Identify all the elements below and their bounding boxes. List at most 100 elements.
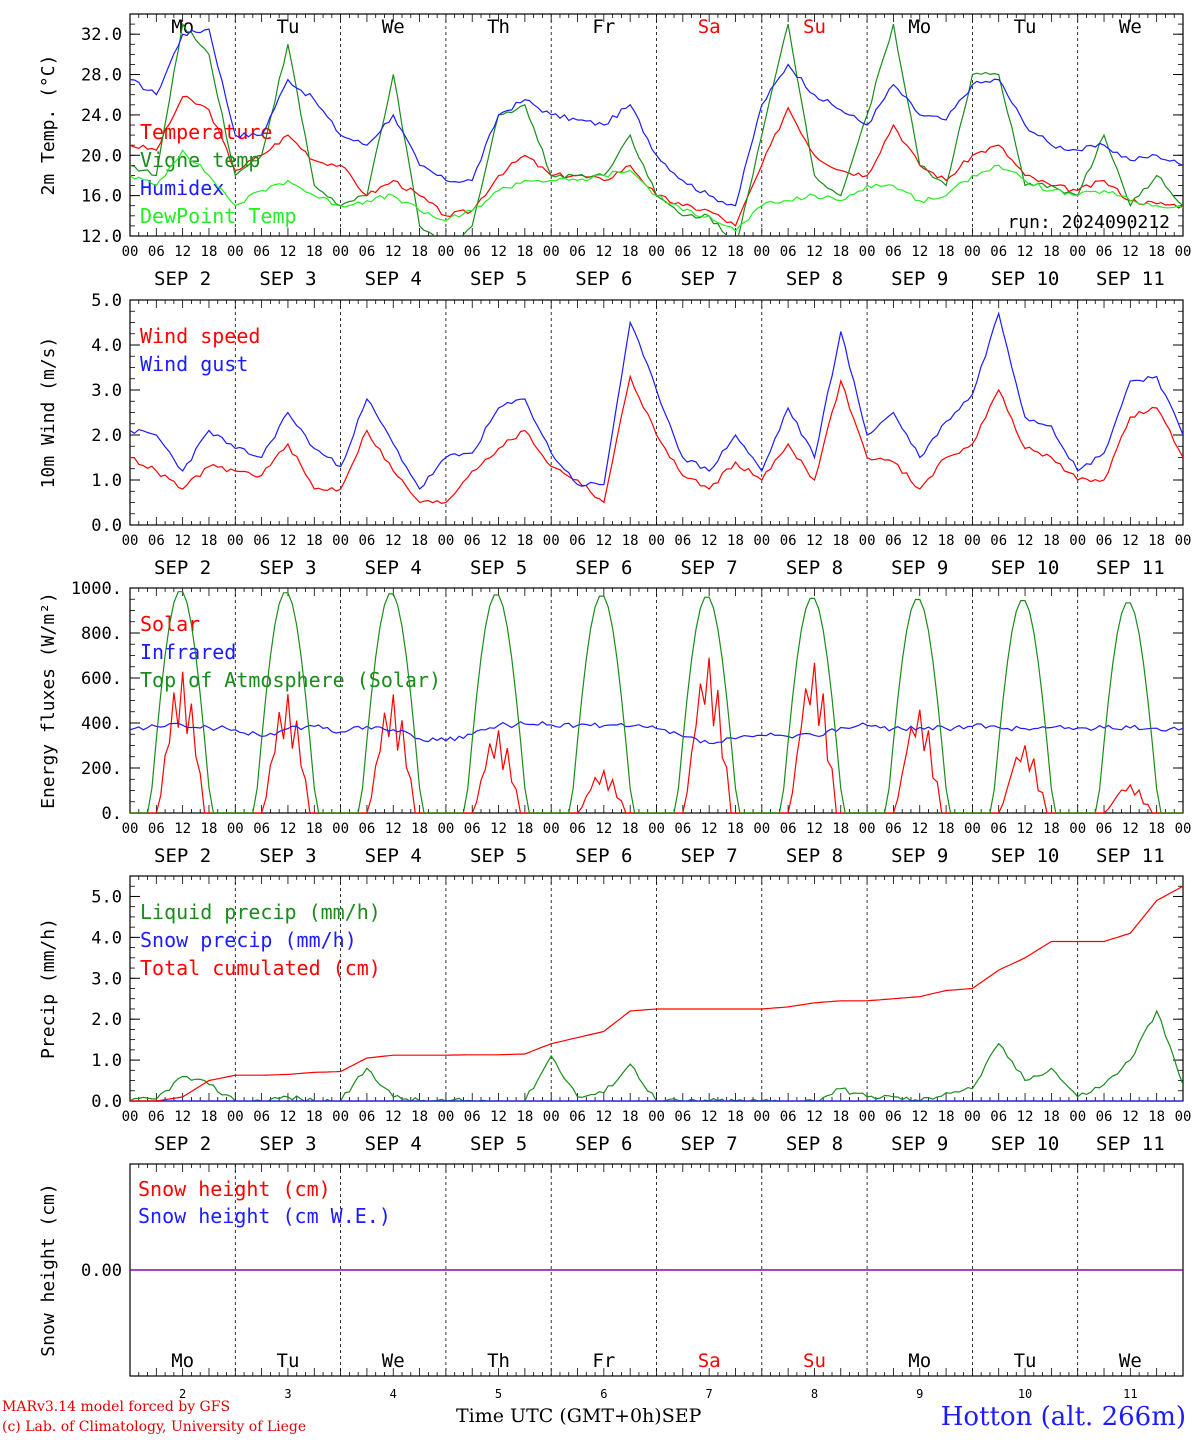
y-tick-label: 0.0: [91, 1092, 122, 1112]
hour-tick-label: 06: [1096, 244, 1113, 260]
hour-tick-label: 06: [148, 1109, 165, 1125]
time-axis-label: Time UTC (GMT+0h)SEP: [456, 1405, 701, 1427]
date-label: SEP 2: [154, 1133, 211, 1155]
hour-tick-label: 12: [280, 1109, 297, 1125]
legend-entry: Snow height (cm): [138, 1177, 331, 1201]
date-label: SEP 4: [365, 268, 422, 290]
date-label: SEP 9: [891, 1133, 948, 1155]
date-label: SEP 4: [365, 845, 422, 867]
series-line: [130, 657, 1183, 813]
hour-tick-label: 00: [1069, 533, 1086, 549]
hour-tick-label: 18: [201, 244, 218, 260]
day-number-label: 10: [1018, 1387, 1032, 1400]
date-label: SEP 5: [470, 1133, 527, 1155]
weekday-label: Tu: [277, 1350, 300, 1372]
hour-tick-label: 00: [122, 533, 139, 549]
legend-entry: Total cumulated (cm): [140, 956, 381, 980]
hour-tick-label: 06: [358, 821, 375, 837]
date-label: SEP 10: [991, 268, 1060, 290]
hour-tick-label: 06: [569, 1109, 586, 1125]
hour-tick-label: 18: [306, 533, 323, 549]
month-label: SEP: [661, 1405, 702, 1427]
date-label: SEP 9: [891, 557, 948, 579]
hour-tick-label: 18: [201, 821, 218, 837]
hour-tick-label: 06: [569, 821, 586, 837]
meteogram-svg: 12.016.020.024.028.032.02m Temp. (°C)00 0…: [38, 13, 1192, 1401]
date-label: SEP 8: [786, 1133, 843, 1155]
hour-tick-label: 00: [332, 533, 349, 549]
hour-tick-label: 18: [306, 244, 323, 260]
y-axis-label: Snow height (cm): [38, 1183, 59, 1356]
hour-tick-label: 18: [516, 533, 533, 549]
hour-tick-label: 18: [938, 1109, 955, 1125]
day-number-label: 4: [390, 1387, 397, 1400]
date-label: SEP 2: [154, 268, 211, 290]
hour-tick-label: 00: [332, 821, 349, 837]
y-tick-label: 16.0: [81, 187, 122, 207]
hour-tick-label: 06: [1096, 533, 1113, 549]
hour-tick-label: 00: [1175, 821, 1192, 837]
y-tick-label: 400.: [81, 714, 122, 734]
hour-tick-label: 00: [543, 533, 560, 549]
y-tick-label: 24.0: [81, 106, 122, 126]
date-label: SEP 9: [891, 268, 948, 290]
hour-tick-label: 12: [1122, 821, 1139, 837]
hour-tick-label: 00: [227, 1109, 244, 1125]
hour-tick-label: 18: [727, 1109, 744, 1125]
hour-tick-label: 06: [148, 244, 165, 260]
hour-tick-label: 00: [1069, 1109, 1086, 1125]
date-label: SEP 6: [575, 268, 632, 290]
hour-tick-label: 12: [280, 533, 297, 549]
hour-tick-label: 06: [780, 533, 797, 549]
hour-tick-label: 00: [1175, 1109, 1192, 1125]
hour-tick-label: 06: [253, 821, 270, 837]
series-line: [130, 311, 1183, 490]
date-label: SEP 11: [1096, 268, 1165, 290]
date-label: SEP 8: [786, 845, 843, 867]
y-tick-label: 2.0: [91, 1010, 122, 1030]
hour-tick-label: 06: [1096, 821, 1113, 837]
y-tick-label: 800.: [81, 624, 122, 644]
hour-tick-label: 00: [964, 1109, 981, 1125]
hour-tick-label: 00: [753, 244, 770, 260]
date-label: SEP 8: [786, 557, 843, 579]
date-label: SEP 6: [575, 557, 632, 579]
hour-tick-label: 00: [648, 1109, 665, 1125]
hour-tick-label: 06: [253, 244, 270, 260]
hour-tick-label: 00: [437, 1109, 454, 1125]
weekday-label: Mo: [908, 16, 931, 38]
y-tick-label: 3.0: [91, 969, 122, 989]
hour-tick-label: 12: [490, 244, 507, 260]
hour-tick-label: 18: [1148, 244, 1165, 260]
weekday-label: Mo: [908, 1350, 931, 1372]
hour-tick-label: 06: [990, 244, 1007, 260]
y-axis-label: 10m Wind (m/s): [38, 337, 59, 489]
hour-tick-label: 18: [832, 821, 849, 837]
hour-tick-label: 06: [464, 244, 481, 260]
hour-tick-label: 06: [674, 533, 691, 549]
hour-tick-label: 00: [1175, 533, 1192, 549]
hour-tick-label: 00: [964, 244, 981, 260]
hour-tick-label: 12: [490, 533, 507, 549]
date-label: SEP 9: [891, 845, 948, 867]
hour-tick-label: 00: [648, 244, 665, 260]
hour-tick-label: 12: [490, 821, 507, 837]
series-line: [130, 591, 1183, 813]
weekday-label: Su: [803, 1350, 826, 1372]
weekday-label: Sa: [698, 1350, 721, 1372]
y-tick-label: 5.0: [91, 291, 122, 311]
hour-tick-label: 00: [753, 533, 770, 549]
y-axis-label: Energy fluxes (W/m²): [38, 592, 59, 809]
date-label: SEP 10: [991, 557, 1060, 579]
date-label: SEP 5: [470, 268, 527, 290]
hour-tick-label: 00: [648, 533, 665, 549]
date-label: SEP 10: [991, 1133, 1060, 1155]
hour-tick-label: 18: [622, 821, 639, 837]
hour-tick-label: 00: [859, 533, 876, 549]
hour-tick-label: 06: [990, 533, 1007, 549]
hour-tick-label: 18: [832, 244, 849, 260]
weekday-label: Th: [487, 16, 510, 38]
hour-tick-label: 18: [938, 244, 955, 260]
hour-tick-label: 18: [727, 533, 744, 549]
weekday-label: We: [1119, 1350, 1142, 1372]
